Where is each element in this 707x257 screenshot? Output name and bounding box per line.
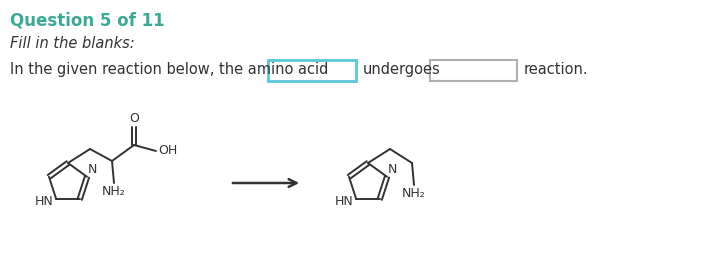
Text: NH₂: NH₂	[402, 187, 426, 200]
Text: O: O	[129, 112, 139, 125]
Text: undergoes: undergoes	[363, 62, 440, 77]
Text: N: N	[388, 163, 397, 176]
Text: Question 5 of 11: Question 5 of 11	[10, 12, 165, 30]
Text: NH₂: NH₂	[102, 185, 126, 198]
Text: OH: OH	[158, 144, 177, 158]
Bar	[268, 60, 356, 81]
Text: Fill in the blanks:: Fill in the blanks:	[10, 36, 134, 51]
Text: In the given reaction below, the amino acid: In the given reaction below, the amino a…	[10, 62, 328, 77]
Text: N: N	[88, 163, 98, 176]
Text: HN: HN	[35, 195, 53, 208]
Text: HN: HN	[334, 195, 354, 208]
Bar	[430, 60, 517, 81]
Text: reaction.: reaction.	[524, 62, 589, 77]
